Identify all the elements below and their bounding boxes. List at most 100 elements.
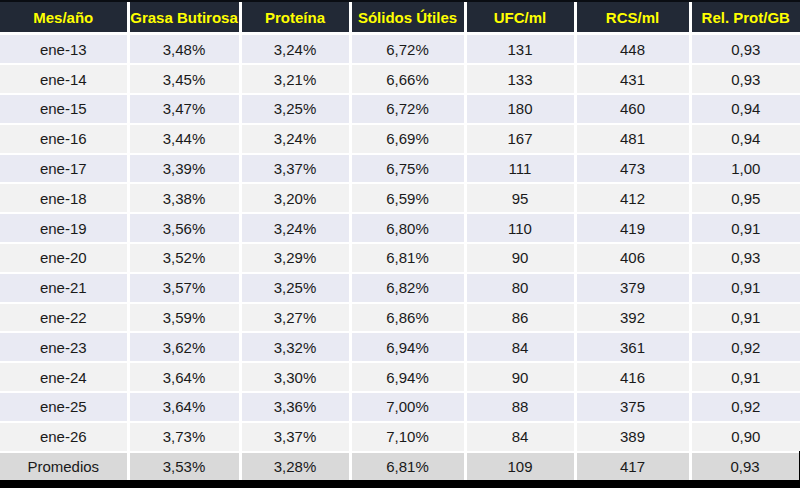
row-label: ene-17: [0, 154, 128, 184]
table-cell: 3,32%: [240, 332, 350, 362]
table-row: ene-203,52%3,29%6,81%904060,93: [0, 243, 800, 273]
table-cell: 3,73%: [128, 422, 240, 452]
totals-label: Promedios: [0, 452, 128, 480]
table-cell: 416: [575, 362, 690, 392]
table-cell: 0,93: [690, 243, 800, 273]
table-cell: 6,94%: [350, 362, 465, 392]
table-cell: 6,72%: [350, 94, 465, 124]
milk-quality-table: Mes/añoGrasa ButirosaProteínaSólidos Úti…: [0, 0, 800, 488]
table-cell: 3,44%: [128, 124, 240, 154]
table-cell: 3,52%: [128, 243, 240, 273]
table-cell: 6,72%: [350, 34, 465, 65]
table-cell: 0,91: [690, 303, 800, 333]
table-cell: 86: [465, 303, 575, 333]
table-cell: 3,47%: [128, 94, 240, 124]
table-cell: 361: [575, 332, 690, 362]
table-row: ene-213,57%3,25%6,82%803790,91: [0, 273, 800, 303]
table-cell: 0,91: [690, 362, 800, 392]
table-cell: 3,64%: [128, 392, 240, 422]
column-header-1: Grasa Butirosa: [128, 2, 240, 34]
data-table: Mes/añoGrasa ButirosaProteínaSólidos Úti…: [0, 2, 800, 480]
table-cell: 0,92: [690, 332, 800, 362]
column-header-5: RCS/ml: [575, 2, 690, 34]
column-header-0: Mes/año: [0, 2, 128, 34]
table-cell: 3,36%: [240, 392, 350, 422]
table-row: ene-253,64%3,36%7,00%883750,92: [0, 392, 800, 422]
table-cell: 3,62%: [128, 332, 240, 362]
table-cell: 3,48%: [128, 34, 240, 65]
table-body: ene-133,48%3,24%6,72%1314480,93ene-143,4…: [0, 34, 800, 481]
table-cell: 3,57%: [128, 273, 240, 303]
table-cell: 473: [575, 154, 690, 184]
table-cell: 1,00: [690, 154, 800, 184]
totals-cell: 3,28%: [240, 452, 350, 480]
table-cell: 448: [575, 34, 690, 65]
table-cell: 84: [465, 422, 575, 452]
table-cell: 84: [465, 332, 575, 362]
table-cell: 6,81%: [350, 243, 465, 273]
table-row: ene-173,39%3,37%6,75%1114731,00: [0, 154, 800, 184]
totals-cell: 109: [465, 452, 575, 480]
table-cell: 3,37%: [240, 154, 350, 184]
table-cell: 0,93: [690, 64, 800, 94]
table-cell: 481: [575, 124, 690, 154]
row-label: ene-16: [0, 124, 128, 154]
table-row: ene-233,62%3,32%6,94%843610,92: [0, 332, 800, 362]
table-row: ene-263,73%3,37%7,10%843890,90: [0, 422, 800, 452]
table-cell: 0,94: [690, 94, 800, 124]
row-label: ene-13: [0, 34, 128, 65]
row-label: ene-23: [0, 332, 128, 362]
table-cell: 379: [575, 273, 690, 303]
totals-cell: 0,93: [690, 452, 800, 480]
table-cell: 180: [465, 94, 575, 124]
row-label: ene-19: [0, 213, 128, 243]
table-cell: 6,82%: [350, 273, 465, 303]
row-label: ene-20: [0, 243, 128, 273]
table-cell: 3,27%: [240, 303, 350, 333]
table-cell: 7,10%: [350, 422, 465, 452]
row-label: ene-15: [0, 94, 128, 124]
totals-row: Promedios3,53%3,28%6,81%1094170,93: [0, 452, 800, 480]
table-cell: 3,25%: [240, 94, 350, 124]
table-cell: 389: [575, 422, 690, 452]
table-row: ene-153,47%3,25%6,72%1804600,94: [0, 94, 800, 124]
table-cell: 0,94: [690, 124, 800, 154]
table-cell: 3,37%: [240, 422, 350, 452]
table-cell: 80: [465, 273, 575, 303]
table-row: ene-133,48%3,24%6,72%1314480,93: [0, 34, 800, 65]
table-cell: 110: [465, 213, 575, 243]
table-cell: 3,56%: [128, 213, 240, 243]
table-cell: 0,90: [690, 422, 800, 452]
table-cell: 3,24%: [240, 124, 350, 154]
table-header: Mes/añoGrasa ButirosaProteínaSólidos Úti…: [0, 2, 800, 34]
table-cell: 6,86%: [350, 303, 465, 333]
header-row: Mes/añoGrasa ButirosaProteínaSólidos Úti…: [0, 2, 800, 34]
table-cell: 3,24%: [240, 34, 350, 65]
row-label: ene-22: [0, 303, 128, 333]
table-cell: 3,30%: [240, 362, 350, 392]
table-cell: 460: [575, 94, 690, 124]
table-cell: 3,21%: [240, 64, 350, 94]
table-cell: 3,20%: [240, 183, 350, 213]
table-cell: 3,24%: [240, 213, 350, 243]
table-cell: 406: [575, 243, 690, 273]
totals-cell: 417: [575, 452, 690, 480]
table-cell: 6,69%: [350, 124, 465, 154]
table-cell: 3,45%: [128, 64, 240, 94]
totals-cell: 3,53%: [128, 452, 240, 480]
table-cell: 0,92: [690, 392, 800, 422]
table-cell: 3,25%: [240, 273, 350, 303]
row-label: ene-14: [0, 64, 128, 94]
table-cell: 167: [465, 124, 575, 154]
table-cell: 6,66%: [350, 64, 465, 94]
table-cell: 3,59%: [128, 303, 240, 333]
row-label: ene-24: [0, 362, 128, 392]
table-cell: 90: [465, 243, 575, 273]
table-row: ene-163,44%3,24%6,69%1674810,94: [0, 124, 800, 154]
table-cell: 375: [575, 392, 690, 422]
table-cell: 131: [465, 34, 575, 65]
table-cell: 133: [465, 64, 575, 94]
table-cell: 0,91: [690, 213, 800, 243]
table-cell: 6,94%: [350, 332, 465, 362]
column-header-6: Rel. Prot/GB: [690, 2, 800, 34]
